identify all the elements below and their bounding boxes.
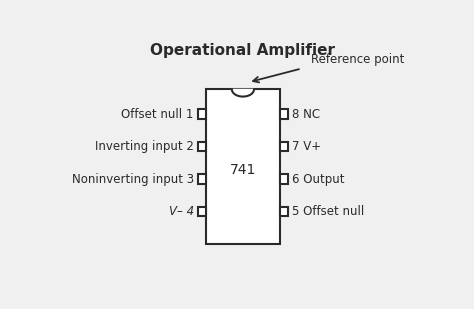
Bar (198, 109, 206, 119)
Bar (280, 207, 288, 216)
Text: Offset null 1: Offset null 1 (121, 108, 194, 121)
Text: 6 Output: 6 Output (292, 173, 345, 186)
Bar (206, 89, 280, 244)
Bar (198, 142, 206, 151)
Bar (280, 109, 288, 119)
Text: Inverting input 2: Inverting input 2 (95, 140, 194, 153)
Text: 741: 741 (230, 163, 256, 177)
Text: Noninverting input 3: Noninverting input 3 (72, 173, 194, 186)
Text: 7 V+: 7 V+ (292, 140, 321, 153)
Bar (280, 174, 288, 184)
Bar (198, 174, 206, 184)
Text: Reference point: Reference point (311, 53, 404, 66)
Polygon shape (232, 89, 254, 96)
Text: 5 Offset null: 5 Offset null (292, 205, 365, 218)
Text: 8 NC: 8 NC (292, 108, 320, 121)
Bar (198, 207, 206, 216)
Text: Operational Amplifier: Operational Amplifier (150, 43, 336, 58)
Text: V– 4: V– 4 (169, 205, 194, 218)
Bar (280, 142, 288, 151)
